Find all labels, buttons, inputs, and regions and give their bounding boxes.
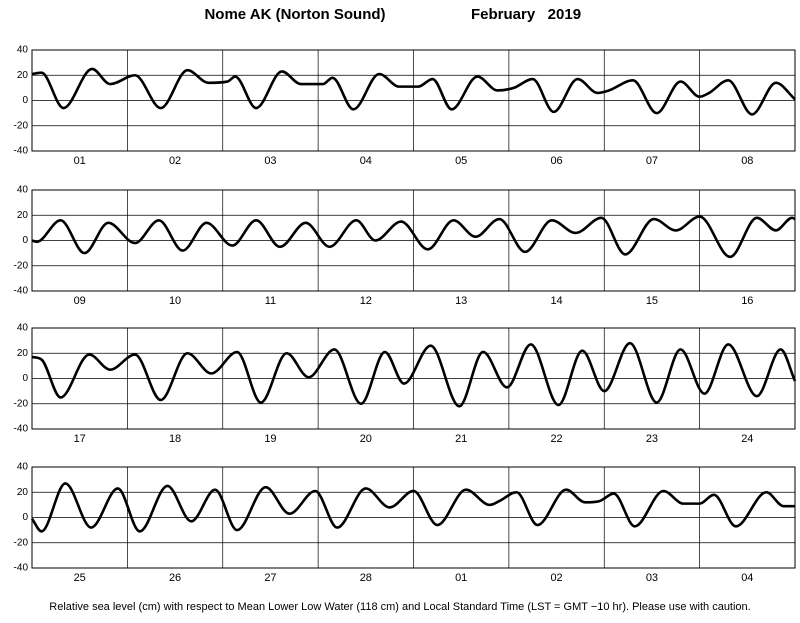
y-tick-label: -40 <box>14 424 29 435</box>
tide-line <box>30 482 795 533</box>
y-tick-label: 20 <box>17 70 29 81</box>
chart-title: Nome AK (Norton Sound) <box>204 6 385 23</box>
footnote: Relative sea level (cm) with respect to … <box>49 601 750 613</box>
day-label: 04 <box>741 572 753 584</box>
day-label: 05 <box>455 155 467 167</box>
plot-frame <box>31 466 796 569</box>
y-tick-label: -40 <box>14 146 29 157</box>
day-label: 09 <box>74 295 86 307</box>
day-label: 27 <box>264 572 276 584</box>
y-tick-label: 0 <box>22 95 28 106</box>
y-tick-label: 20 <box>17 487 29 498</box>
tide-line <box>31 67 796 116</box>
day-label: 01 <box>455 572 467 584</box>
day-label: 17 <box>74 433 86 445</box>
day-label: 18 <box>169 433 181 445</box>
plot-frame <box>31 189 796 292</box>
day-label: 07 <box>646 155 658 167</box>
day-label: 21 <box>455 433 467 445</box>
day-label: 03 <box>264 155 276 167</box>
day-label: 01 <box>74 155 86 167</box>
y-tick-label: 40 <box>17 323 29 334</box>
tide-line <box>31 341 797 408</box>
tide-line <box>31 215 796 259</box>
y-tick-label: 20 <box>17 348 29 359</box>
day-label: 23 <box>646 433 658 445</box>
day-label: 13 <box>455 295 467 307</box>
day-label: 24 <box>741 433 753 445</box>
day-label: 15 <box>646 295 658 307</box>
day-label: 11 <box>265 295 276 307</box>
y-tick-label: -40 <box>14 563 29 574</box>
day-label: 20 <box>360 433 372 445</box>
day-label: 16 <box>741 295 753 307</box>
day-label: 28 <box>360 572 372 584</box>
day-label: 08 <box>741 155 753 167</box>
y-tick-label: -20 <box>14 537 29 548</box>
day-label: 12 <box>360 295 372 307</box>
day-label: 03 <box>646 572 658 584</box>
y-tick-label: 0 <box>22 512 28 523</box>
day-label: 02 <box>550 572 562 584</box>
y-tick-label: -20 <box>14 120 29 131</box>
y-tick-label: -20 <box>14 398 29 409</box>
y-tick-label: 40 <box>17 462 29 473</box>
day-label: 02 <box>169 155 181 167</box>
day-label: 06 <box>550 155 562 167</box>
y-tick-label: 0 <box>22 235 28 246</box>
day-label: 14 <box>550 295 562 307</box>
y-tick-label: 40 <box>17 185 29 196</box>
y-tick-label: -20 <box>14 260 29 271</box>
plot-frame <box>31 49 796 152</box>
day-label: 25 <box>74 572 86 584</box>
day-label: 19 <box>264 433 276 445</box>
day-label: 04 <box>360 155 372 167</box>
day-label: 26 <box>169 572 181 584</box>
chart-month: February 2019 <box>471 6 581 23</box>
y-tick-label: 20 <box>17 210 29 221</box>
day-label: 22 <box>550 433 562 445</box>
day-label: 10 <box>169 295 181 307</box>
y-tick-label: -40 <box>14 286 29 297</box>
y-tick-label: 0 <box>22 373 28 384</box>
y-tick-label: 40 <box>17 45 29 56</box>
